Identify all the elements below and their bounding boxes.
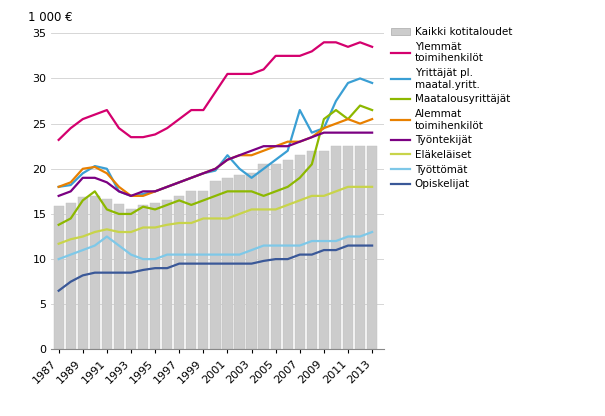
Bar [174,196,185,349]
Bar [222,178,232,349]
Bar [198,191,209,349]
Bar [65,203,76,349]
Bar [343,146,353,349]
Legend: Kaikki kotitaloudet, Ylemmät
toimihenkilöt, Yrittäjät pl.
maatal.yritt., Maatalo: Kaikki kotitaloudet, Ylemmät toimihenkil… [391,27,512,189]
Bar [331,146,341,349]
Bar [211,181,220,349]
Bar [138,205,148,349]
Bar [102,198,112,349]
Bar [162,201,172,349]
Bar [258,164,269,349]
Bar [90,196,100,349]
Bar [126,208,136,349]
Bar [307,151,317,349]
Bar [53,206,64,349]
Bar [295,155,305,349]
Bar [234,175,244,349]
Bar [355,146,365,349]
Bar [246,173,257,349]
Bar [367,146,378,349]
Bar [319,151,329,349]
Bar [270,164,281,349]
Bar [186,191,197,349]
Bar [77,197,88,349]
Bar [283,160,293,349]
Bar [150,203,160,349]
Text: 1 000 €: 1 000 € [28,11,73,24]
Bar [114,204,124,349]
